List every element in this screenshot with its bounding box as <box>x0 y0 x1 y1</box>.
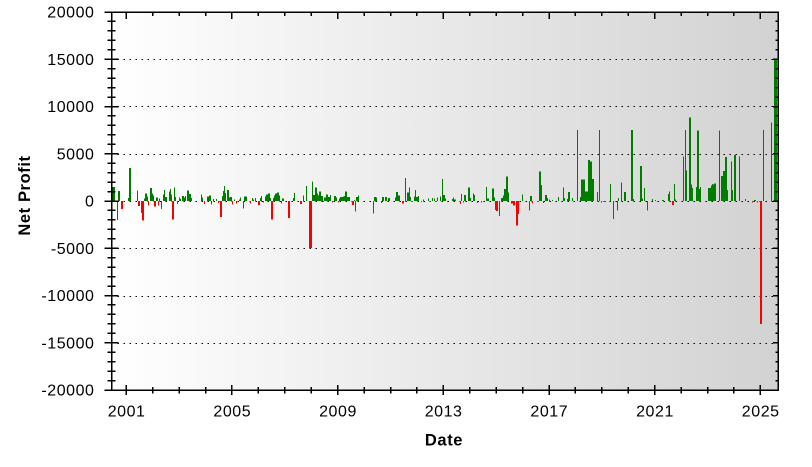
svg-text:-15000: -15000 <box>41 335 94 352</box>
svg-text:2017: 2017 <box>530 404 568 421</box>
svg-text:2009: 2009 <box>319 404 357 421</box>
svg-text:2021: 2021 <box>636 404 674 421</box>
svg-text:2005: 2005 <box>213 404 251 421</box>
svg-text:5000: 5000 <box>57 146 95 163</box>
svg-text:10000: 10000 <box>47 99 94 116</box>
svg-text:2013: 2013 <box>425 404 463 421</box>
svg-text:15000: 15000 <box>47 52 94 69</box>
svg-text:-20000: -20000 <box>41 383 94 400</box>
svg-text:-5000: -5000 <box>51 241 95 258</box>
svg-text:2025: 2025 <box>742 404 780 421</box>
svg-text:Net Profit: Net Profit <box>16 155 34 235</box>
svg-text:20000: 20000 <box>47 5 94 22</box>
svg-text:-10000: -10000 <box>41 288 94 305</box>
svg-text:2001: 2001 <box>108 404 146 421</box>
svg-text:0: 0 <box>85 194 94 211</box>
svg-text:Date: Date <box>425 432 463 450</box>
